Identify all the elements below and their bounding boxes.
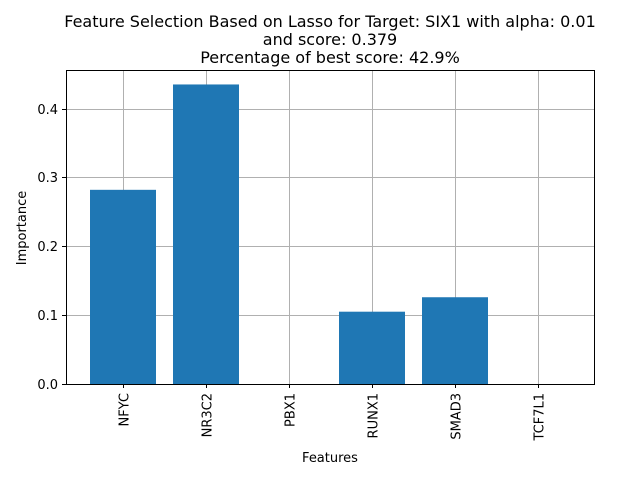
x-tick-label: SMAD3 [450,393,465,440]
x-tick-label: NR3C2 [201,393,216,437]
chart-title-line-2: and score: 0.379 [262,30,398,49]
chart-title-line-3: Percentage of best score: 42.9% [200,48,460,67]
y-tick-label: 0.2 [37,240,58,255]
y-tick-label: 0.1 [37,309,58,324]
y-axis-label: Importance [15,191,30,266]
bar-nfyc [90,189,156,384]
x-tick-label: RUNX1 [367,393,382,438]
y-tick-label: 0.4 [37,103,58,118]
chart-title-line-1: Feature Selection Based on Lasso for Tar… [64,12,596,31]
x-tick-label: NFYC [118,393,133,427]
y-tick-label: 0.0 [37,378,58,393]
bar-runx1 [339,311,405,384]
x-tick-label: TCF7L1 [533,393,548,442]
bar-smad3 [422,297,488,384]
bar-nr3c2 [173,84,239,385]
x-tick-label: PBX1 [284,393,299,427]
ticks-layer: 0.0 0.1 0.2 0.3 0.4 NFYC NR3C2 PBX1 RUNX1 SMAD3 TC… [37,103,547,442]
plot-area-frame [66,70,595,385]
y-tick-label: 0.3 [37,171,58,186]
bars-layer [90,84,488,385]
x-axis-label: Features [302,451,358,466]
